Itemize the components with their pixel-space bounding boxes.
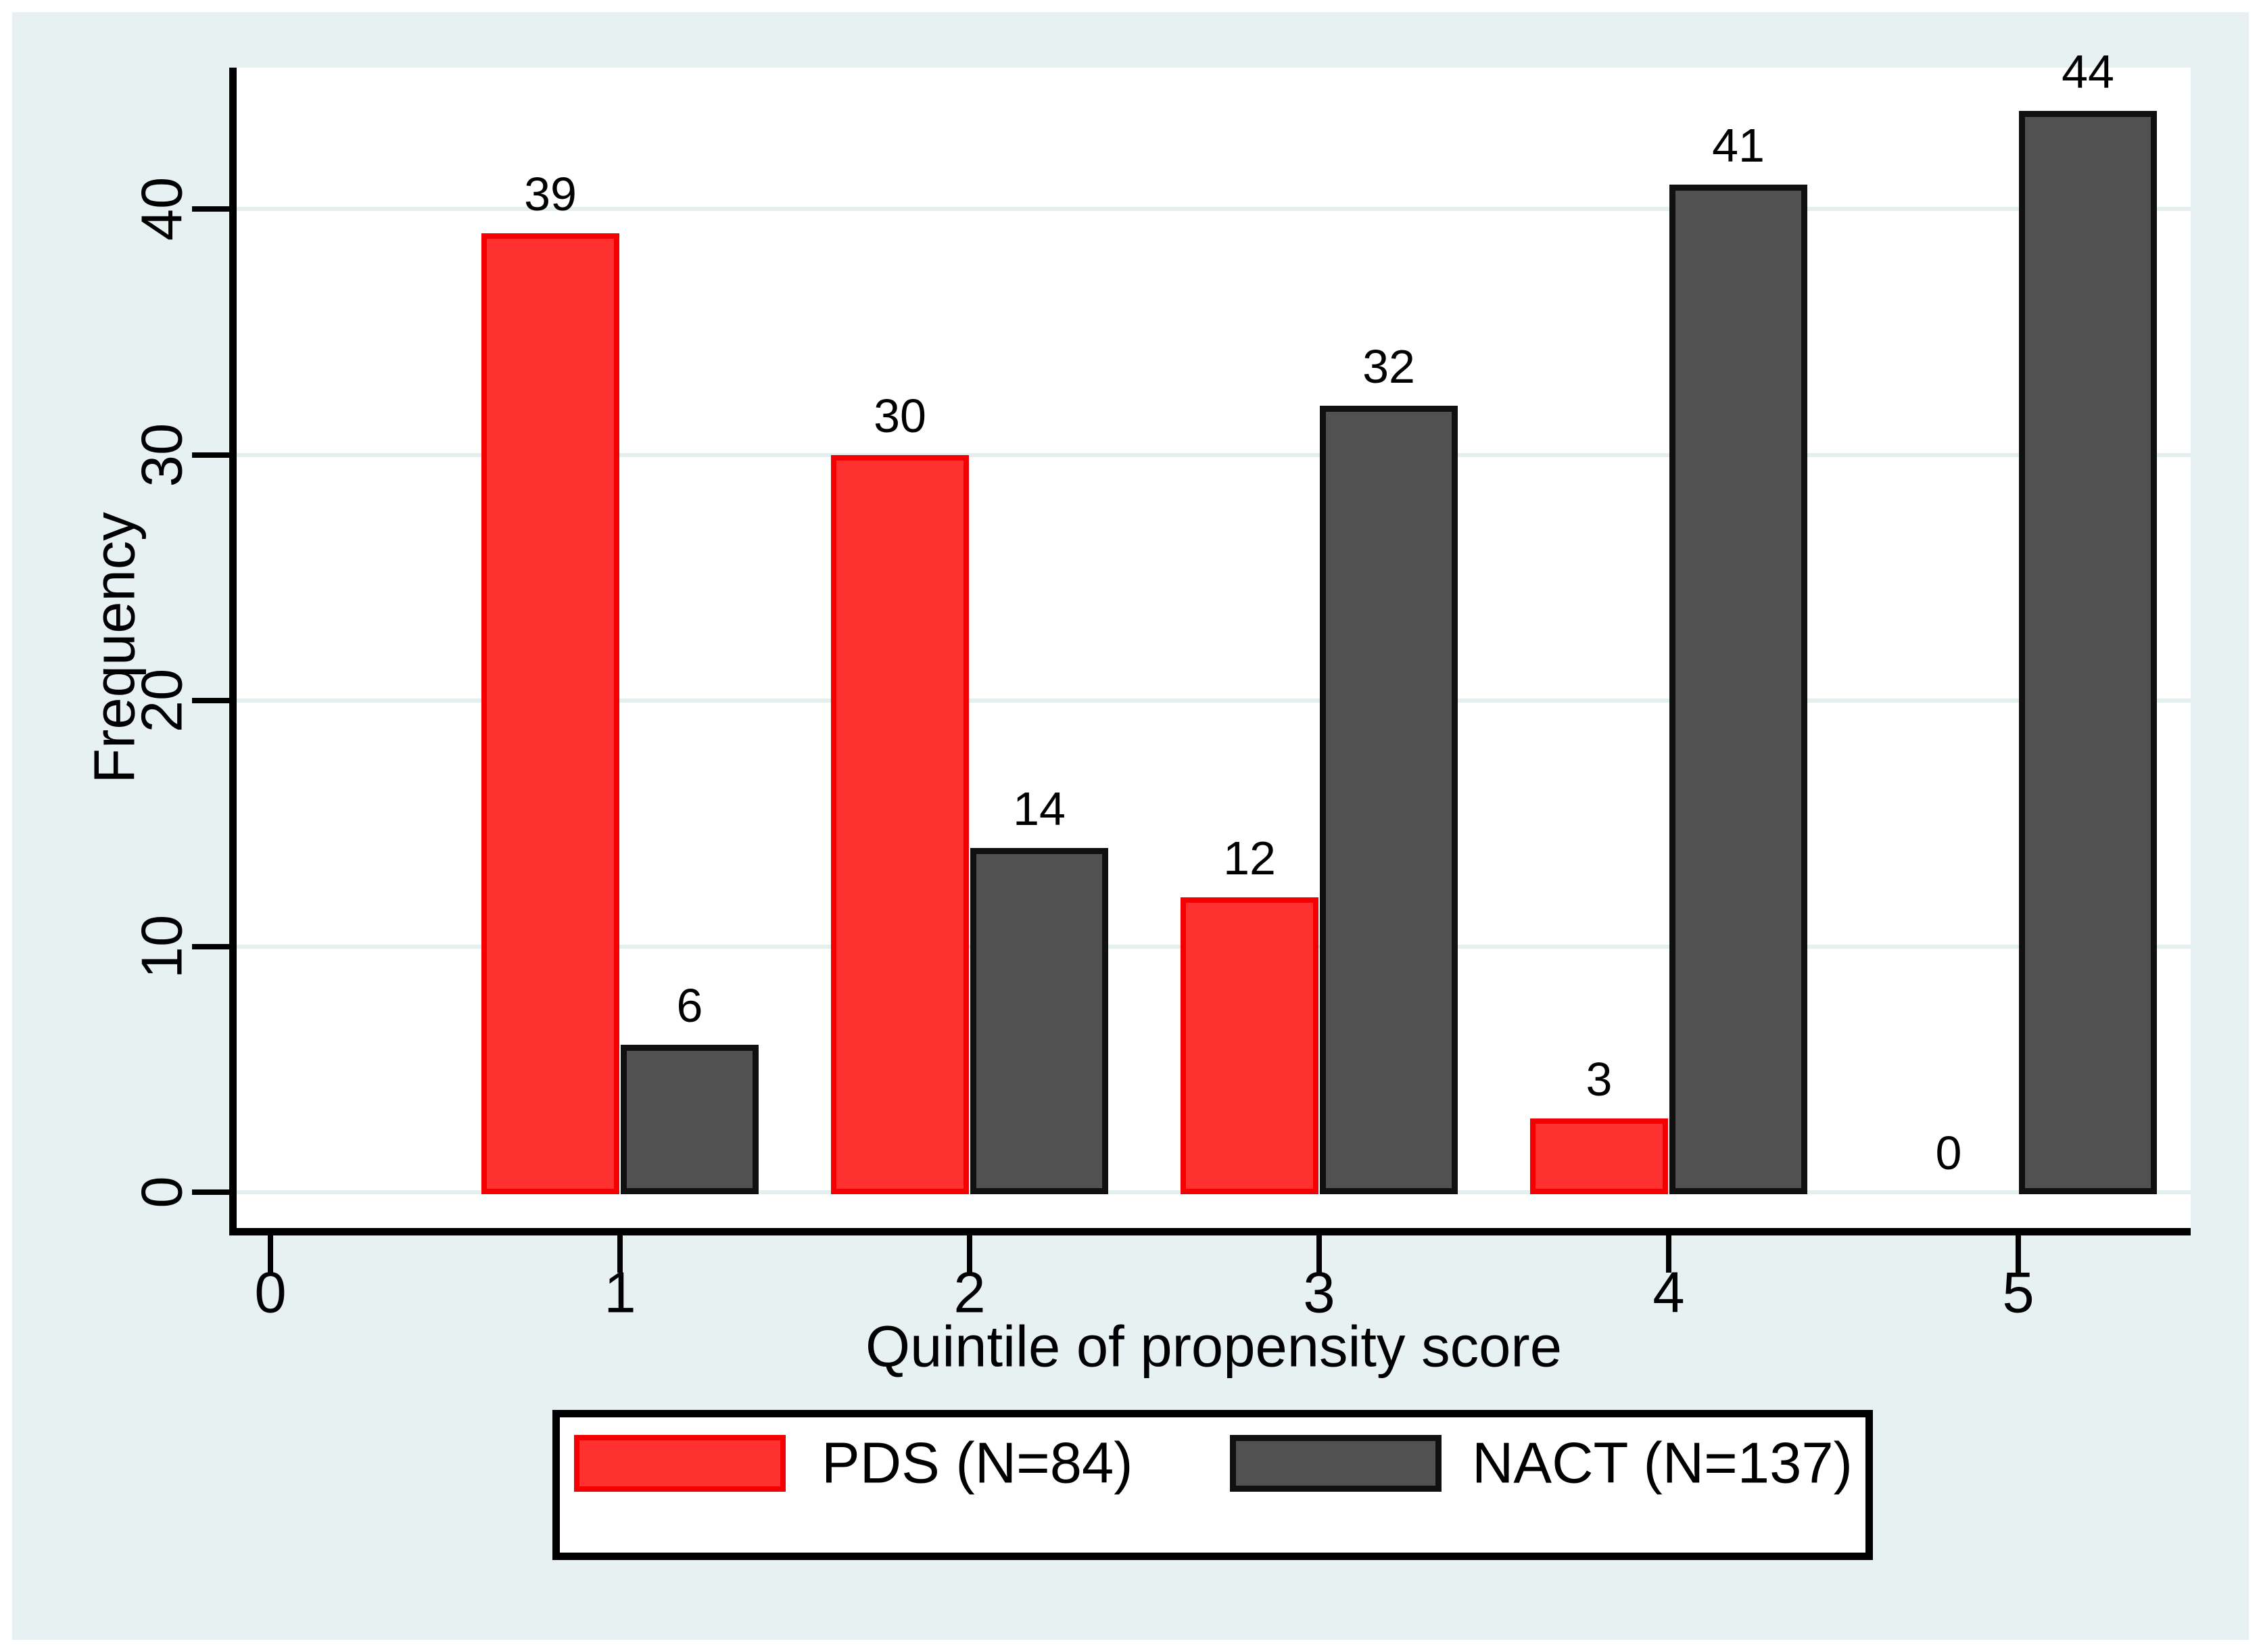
gridline-y-40 — [237, 207, 2191, 211]
x-tick-label-5: 5 — [2002, 1260, 2034, 1325]
y-tick-label-0: 0 — [130, 1176, 195, 1208]
value-label-nact-q3: 32 — [1362, 339, 1415, 393]
x-tick-2 — [967, 1235, 972, 1273]
plot-area: 39 30 12 3 0 6 14 32 41 44 — [237, 48, 2191, 1228]
gridline-y-30 — [237, 452, 2191, 457]
x-tick-1 — [617, 1235, 623, 1273]
y-tick-label-10: 10 — [130, 914, 195, 978]
y-tick-20 — [192, 698, 229, 703]
legend-swatch-pds — [574, 1435, 786, 1492]
legend-swatch-nact — [1230, 1435, 1442, 1492]
bar-pds-q2 — [831, 454, 969, 1194]
value-label-nact-q5: 44 — [2062, 45, 2114, 98]
x-tick-label-2: 2 — [953, 1260, 986, 1325]
x-tick-label-0: 0 — [254, 1260, 287, 1325]
bar-pds-q1 — [481, 233, 619, 1194]
bar-pds-q3 — [1181, 897, 1318, 1194]
legend-label-pds: PDS (N=84) — [822, 1431, 1133, 1496]
gridline-y-20 — [237, 699, 2191, 703]
x-tick-label-3: 3 — [1303, 1260, 1335, 1325]
x-axis-line — [229, 1228, 2191, 1235]
x-tick-5 — [2016, 1235, 2021, 1273]
y-tick-label-30: 30 — [130, 423, 195, 487]
y-tick-label-40: 40 — [130, 176, 195, 241]
value-label-nact-q2: 14 — [1013, 782, 1066, 836]
y-tick-0 — [192, 1189, 229, 1195]
x-tick-3 — [1316, 1235, 1322, 1273]
x-tick-0 — [268, 1235, 273, 1273]
y-tick-10 — [192, 943, 229, 949]
y-axis-title: Frequency — [82, 512, 147, 784]
y-axis-line — [229, 68, 237, 1235]
x-axis-title: Quintile of propensity score — [865, 1315, 1562, 1379]
bar-pds-q4 — [1530, 1118, 1668, 1194]
x-tick-4 — [1666, 1235, 1671, 1273]
value-label-nact-q4: 41 — [1712, 118, 1765, 172]
value-label-nact-q1: 6 — [676, 978, 703, 1032]
legend: PDS (N=84) NACT (N=137) — [552, 1410, 1873, 1560]
value-label-pds-q4: 3 — [1586, 1052, 1613, 1106]
value-label-pds-q2: 30 — [874, 389, 926, 442]
y-tick-30 — [192, 452, 229, 458]
x-tick-label-4: 4 — [1652, 1260, 1685, 1325]
value-label-pds-q3: 12 — [1223, 831, 1276, 884]
x-tick-label-1: 1 — [604, 1260, 636, 1325]
legend-label-nact: NACT (N=137) — [1472, 1431, 1853, 1496]
value-label-pds-q1: 39 — [524, 168, 577, 221]
bar-nact-q1 — [621, 1044, 759, 1194]
y-tick-40 — [192, 206, 229, 212]
bar-nact-q4 — [1669, 184, 1807, 1194]
value-label-pds-q5: 0 — [1935, 1127, 1962, 1179]
bar-nact-q2 — [970, 848, 1108, 1194]
bar-nact-q5 — [2019, 110, 2157, 1194]
bar-nact-q3 — [1320, 405, 1458, 1194]
